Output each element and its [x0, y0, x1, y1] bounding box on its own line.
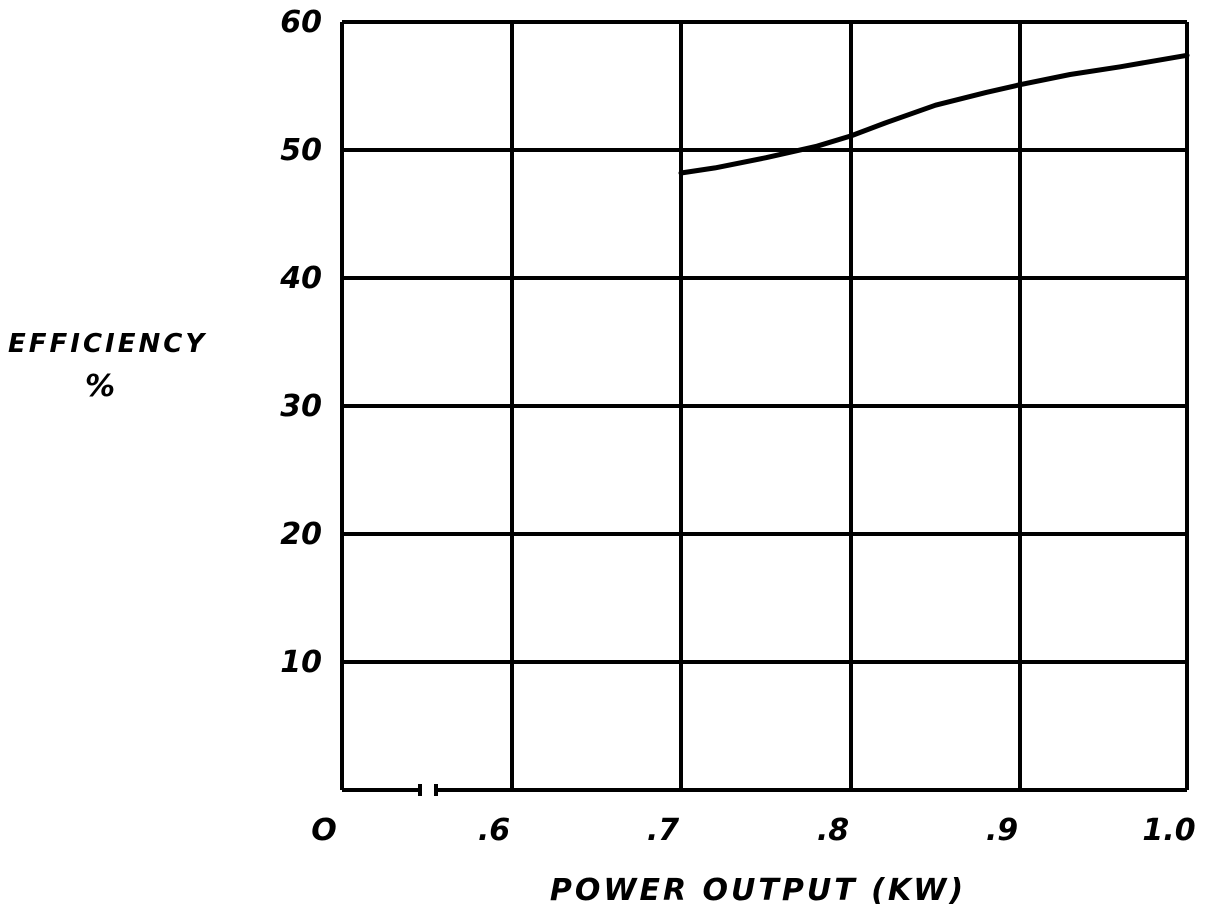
series-group	[678, 52, 1190, 176]
y-tick-label: 60	[280, 5, 322, 40]
x-tick-label: 1.0	[1142, 813, 1195, 848]
x-tick-labels: O .6 .7 .8 .9 1.0	[311, 813, 1195, 848]
x-axis-label: POWER OUTPUT (KW)	[550, 873, 966, 908]
y-axis-unit: %	[85, 369, 115, 404]
y-tick-label: 20	[280, 517, 322, 552]
x-tick-label: O	[311, 813, 337, 848]
y-axis-label: EFFICIENCY	[8, 329, 207, 359]
grid	[342, 20, 1187, 790]
y-tick-label: 10	[280, 645, 322, 680]
x-tick-label: .6	[478, 813, 510, 848]
efficiency-series-line	[678, 52, 1190, 176]
y-tick-labels: 10 20 30 40 50 60	[279, 5, 322, 680]
y-tick-label: 50	[280, 133, 322, 168]
plot-frame	[340, 20, 1189, 796]
x-tick-label: .8	[817, 813, 849, 848]
y-tick-label: 30	[280, 389, 322, 424]
x-tick-label: .9	[986, 813, 1018, 848]
y-tick-label: 40	[279, 261, 322, 296]
x-tick-label: .7	[647, 813, 679, 848]
